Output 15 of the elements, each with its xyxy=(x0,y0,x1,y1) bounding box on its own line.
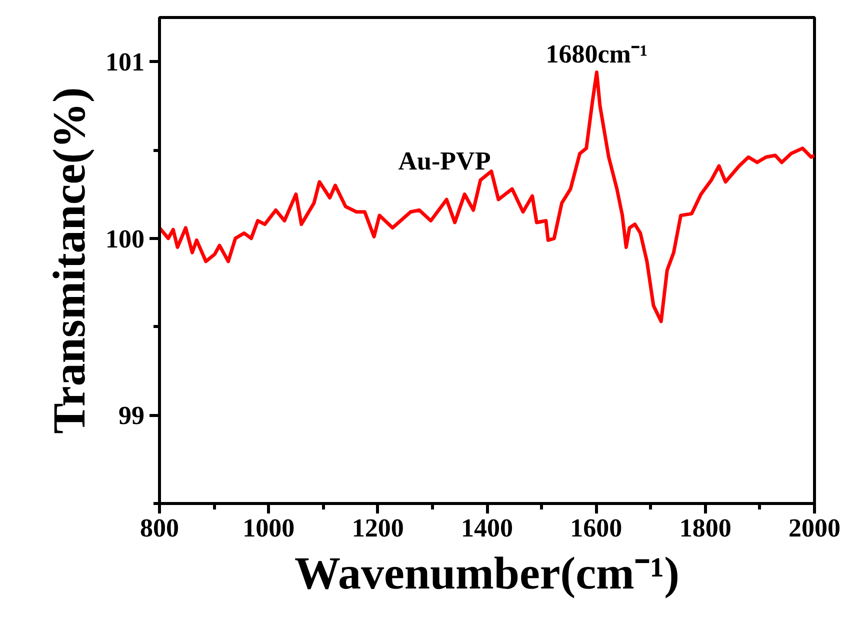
x-tick-label: 1600 xyxy=(570,514,622,542)
line-series xyxy=(160,70,814,324)
y-tick-label: 100 xyxy=(106,224,144,254)
x-tick-label: 1800 xyxy=(679,514,732,542)
x-tick-label: 1200 xyxy=(352,514,404,542)
x-tick-label: 1000 xyxy=(242,514,295,542)
annotation: Au-PVP xyxy=(398,146,491,176)
annotation: 1680cm⁻¹ xyxy=(546,39,648,68)
x-tick-label: 1400 xyxy=(461,514,513,542)
x-axis-title: Wavenumber(cm⁻¹) xyxy=(294,548,680,598)
x-tick-label: 800 xyxy=(140,514,179,542)
y-axis-title: Transmitance(%) xyxy=(44,87,94,434)
y-tick-label: 101 xyxy=(106,48,144,77)
y-tick-label: 99 xyxy=(118,401,144,430)
x-tick-label: 2000 xyxy=(788,514,840,542)
